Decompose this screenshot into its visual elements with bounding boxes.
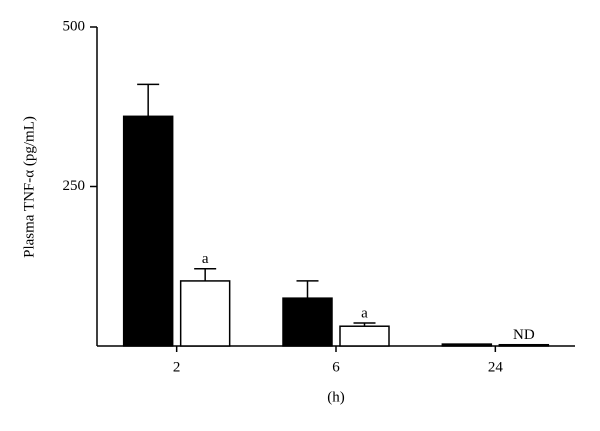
- y-tick-label: 250: [63, 178, 86, 194]
- bar: [339, 325, 390, 347]
- y-tick-label: 500: [63, 18, 86, 34]
- bar-annotation: a: [361, 305, 368, 321]
- bar: [122, 115, 174, 347]
- y-axis-label: Plasma TNF-α (pg/mL): [21, 116, 37, 258]
- x-tick-label: 2: [173, 359, 181, 375]
- x-tick-label: 24: [488, 359, 504, 375]
- bar: [282, 297, 333, 347]
- bar: [441, 343, 493, 347]
- bar: [179, 280, 231, 347]
- x-axis-label: (h): [327, 389, 345, 405]
- bar-annotation: ND: [513, 327, 535, 343]
- bar: [498, 343, 550, 347]
- bar-annotation: a: [202, 251, 209, 267]
- x-tick-label: 6: [332, 359, 340, 375]
